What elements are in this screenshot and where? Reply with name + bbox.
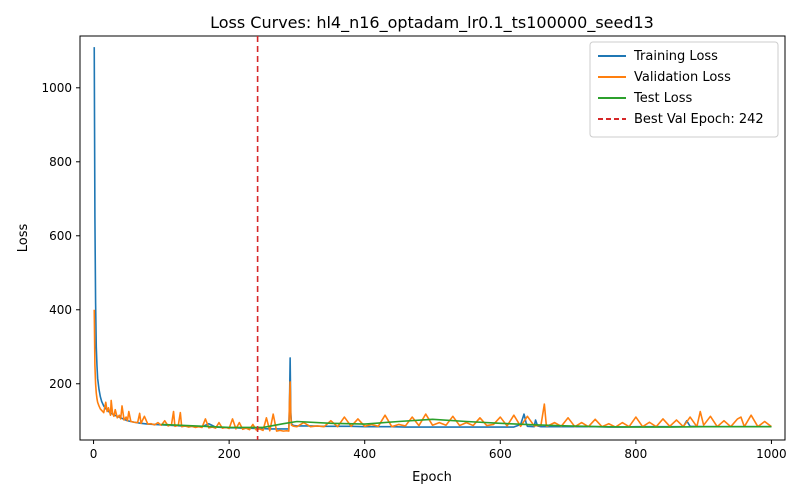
y-axis-label: Loss <box>16 224 31 253</box>
x-axis: 0 200 400 600 800 1000 <box>90 440 787 461</box>
legend-box <box>589 41 779 138</box>
x-tick-label: 1000 <box>756 447 787 461</box>
legend-label-training: Training Loss <box>633 49 718 64</box>
y-axis: 200 400 600 800 1000 <box>41 81 80 391</box>
plot-frame <box>79 35 786 441</box>
test-loss-line <box>161 418 772 429</box>
x-axis-label: Epoch <box>412 470 452 485</box>
y-tick-label: 800 <box>49 155 72 169</box>
validation-loss-line <box>93 309 772 432</box>
chart-title: Loss Curves: hl4_n16_optadam_lr0.1_ts100… <box>210 13 654 33</box>
y-tick-label: 200 <box>49 377 72 391</box>
x-tick-label: 400 <box>353 447 376 461</box>
x-tick-label: 0 <box>90 447 98 461</box>
legend: Training Loss Validation Loss Test Loss … <box>589 41 779 138</box>
legend-label-best-epoch: Best Val Epoch: 242 <box>634 112 764 127</box>
y-tick-label: 600 <box>49 229 72 243</box>
legend-label-test: Test Loss <box>633 91 692 106</box>
x-tick-label: 600 <box>489 447 512 461</box>
series-layer <box>93 47 772 432</box>
legend-label-validation: Validation Loss <box>634 70 731 85</box>
y-tick-label: 1000 <box>41 81 72 95</box>
y-tick-label: 400 <box>49 303 72 317</box>
x-tick-label: 800 <box>624 447 647 461</box>
x-tick-label: 200 <box>218 447 241 461</box>
